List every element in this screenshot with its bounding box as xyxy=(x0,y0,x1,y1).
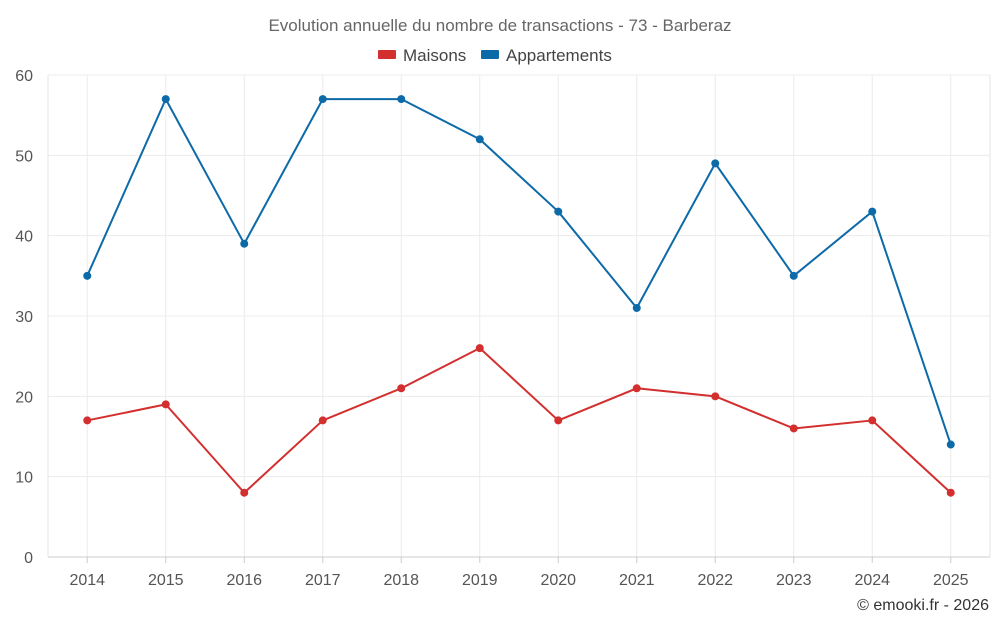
x-axis: 2014 2015 2016 2017 2018 2019 2020 2021 2022 2023… xyxy=(48,556,990,589)
data-point-maisons[interactable] xyxy=(711,392,720,401)
credit: © emooki.fr - 2026 xyxy=(857,597,989,614)
data-point-appartements[interactable] xyxy=(397,95,406,104)
data-point-maisons[interactable] xyxy=(868,416,877,425)
data-point-maisons[interactable] xyxy=(475,344,484,353)
y-tick-label: 60 xyxy=(15,68,33,85)
data-point-appartements[interactable] xyxy=(83,271,92,280)
y-tick-label: 0 xyxy=(24,550,33,567)
data-point-appartements[interactable] xyxy=(711,159,720,168)
data-point-maisons[interactable] xyxy=(240,488,249,497)
series-line-maisons xyxy=(87,347,952,494)
y-tick-label: 20 xyxy=(15,389,33,406)
y-axis: 0 10 20 30 40 50 60 xyxy=(15,68,33,567)
data-point-appartements[interactable] xyxy=(318,95,327,104)
legend-swatch-maisons xyxy=(378,50,396,59)
data-point-appartements[interactable] xyxy=(554,207,563,216)
data-point-appartements[interactable] xyxy=(632,303,641,312)
data-point-appartements[interactable] xyxy=(475,135,484,144)
data-point-appartements[interactable] xyxy=(868,207,877,216)
data-point-maisons[interactable] xyxy=(789,424,798,433)
x-tick-label: 2017 xyxy=(305,572,341,589)
x-tick-label: 2018 xyxy=(383,572,419,589)
data-point-appartements[interactable] xyxy=(161,95,170,104)
data-point-maisons[interactable] xyxy=(632,384,641,393)
series-layer xyxy=(83,95,955,497)
data-point-maisons[interactable] xyxy=(161,400,170,409)
data-point-maisons[interactable] xyxy=(397,384,406,393)
data-point-maisons[interactable] xyxy=(554,416,563,425)
series-line-appartements xyxy=(86,98,952,445)
x-tick-label: 2020 xyxy=(540,572,576,589)
grid xyxy=(47,74,991,557)
legend[interactable]: Maisons Appartements xyxy=(378,46,612,65)
chart-title: Evolution annuelle du nombre de transact… xyxy=(268,16,731,35)
data-point-appartements[interactable] xyxy=(789,271,798,280)
y-tick-label: 50 xyxy=(15,148,33,165)
data-point-maisons[interactable] xyxy=(318,416,327,425)
x-tick-label: 2022 xyxy=(697,572,733,589)
y-tick-label: 30 xyxy=(15,309,33,326)
x-tick-label: 2015 xyxy=(148,572,184,589)
x-tick-label: 2014 xyxy=(69,572,105,589)
data-point-maisons[interactable] xyxy=(946,488,955,497)
data-point-appartements[interactable] xyxy=(240,239,249,248)
legend-label-appartements[interactable]: Appartements xyxy=(506,46,612,65)
data-point-maisons[interactable] xyxy=(83,416,92,425)
x-tick-label: 2025 xyxy=(933,572,969,589)
x-tick-label: 2023 xyxy=(776,572,812,589)
legend-swatch-appartements xyxy=(481,50,499,59)
x-tick-label: 2019 xyxy=(462,572,498,589)
y-tick-label: 40 xyxy=(15,229,33,246)
data-point-appartements[interactable] xyxy=(946,440,955,449)
x-tick-label: 2024 xyxy=(854,572,890,589)
x-tick-label: 2021 xyxy=(619,572,655,589)
x-tick-label: 2016 xyxy=(226,572,262,589)
legend-label-maisons[interactable]: Maisons xyxy=(403,46,466,65)
y-tick-label: 10 xyxy=(15,470,33,487)
